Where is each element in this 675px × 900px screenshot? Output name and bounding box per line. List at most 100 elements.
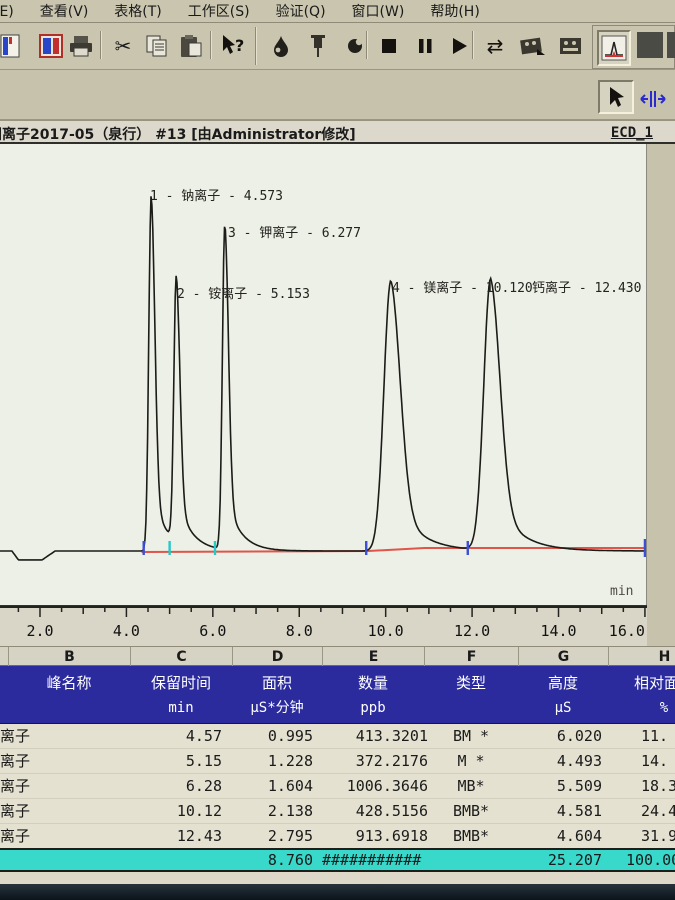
cell-area[interactable]: 1.228 bbox=[267, 752, 313, 770]
chart-tools-toolbar bbox=[0, 70, 675, 120]
copy-icon[interactable] bbox=[142, 31, 172, 61]
peak-label-5: 钙离子 - 12.430 bbox=[532, 281, 642, 296]
toolbar-group-separator bbox=[255, 27, 257, 65]
new-document-icon[interactable] bbox=[0, 31, 24, 61]
x-tick-label: 4.0 bbox=[113, 622, 140, 640]
column-letter-C[interactable]: C bbox=[130, 647, 232, 667]
menu-workspace[interactable]: 工作区(S) bbox=[187, 4, 250, 20]
x-axis: 2.0 4.0 6.0 8.0 10.0 12.0 14.0 16.0 bbox=[0, 605, 647, 646]
cell-type[interactable]: BMB* bbox=[452, 802, 490, 820]
plot-right-margin bbox=[648, 144, 675, 646]
menu-table[interactable]: 表格(T) bbox=[114, 4, 162, 20]
pause-icon[interactable] bbox=[410, 31, 440, 61]
cell-type[interactable]: BM * bbox=[452, 727, 490, 745]
unit-percent: % bbox=[659, 700, 669, 716]
cell-retention-time[interactable]: 12.43 bbox=[176, 827, 222, 845]
screen-bottom-edge bbox=[0, 884, 675, 900]
total-height[interactable]: 25.207 bbox=[547, 851, 602, 869]
toolbar-separator bbox=[100, 31, 102, 59]
table-header: 峰名称 保留时间 面积 数量 类型 高度 相对面积 min µS*分钟 ppb … bbox=[0, 666, 675, 724]
cell-peak-name[interactable]: 镁离子 bbox=[0, 802, 31, 820]
peak-label-4: 4 - 镁离子 - 10.120 bbox=[392, 281, 533, 296]
cell-height[interactable]: 4.604 bbox=[556, 827, 602, 845]
cell-type[interactable]: MB* bbox=[457, 777, 485, 795]
cell-amount[interactable]: 372.2176 bbox=[355, 752, 428, 770]
cursor-tool-button[interactable] bbox=[598, 80, 634, 114]
play-icon[interactable] bbox=[444, 31, 474, 61]
menu-qualification[interactable]: 验证(Q) bbox=[275, 4, 326, 20]
cell-area[interactable]: 0.995 bbox=[267, 727, 313, 745]
open-report-icon[interactable] bbox=[36, 31, 66, 61]
sample-blob-icon[interactable] bbox=[340, 31, 370, 61]
peak-window-button[interactable] bbox=[597, 30, 631, 66]
column-letters-row: B C D E F G H bbox=[0, 646, 675, 667]
peak-label-2: 2 - 铵离子 - 5.153 bbox=[177, 287, 310, 302]
document-title: 阳离子2017-05（泉行） #13 [由Administrator修改] bbox=[0, 127, 356, 143]
cell-area[interactable]: 1.604 bbox=[267, 777, 313, 795]
cell-relative-area[interactable]: 31.9 bbox=[641, 827, 675, 845]
cell-height[interactable]: 6.020 bbox=[556, 727, 602, 745]
cell-retention-time[interactable]: 10.12 bbox=[176, 802, 222, 820]
cell-peak-name[interactable]: 钙离子 bbox=[0, 827, 31, 845]
total-area[interactable]: 8.760 bbox=[267, 851, 313, 869]
cell-height[interactable]: 4.493 bbox=[556, 752, 602, 770]
x-tick-label: 14.0 bbox=[540, 622, 576, 640]
menu-edit[interactable]: 编辑(E) bbox=[0, 4, 14, 20]
menu-view[interactable]: 查看(V) bbox=[39, 4, 89, 20]
cell-area[interactable]: 2.138 bbox=[267, 802, 313, 820]
main-toolbar: ✂ ? ⇄ bbox=[0, 23, 675, 70]
stop-icon[interactable] bbox=[374, 31, 404, 61]
print-icon[interactable] bbox=[66, 31, 96, 61]
cell-peak-name[interactable]: 铵离子 bbox=[0, 752, 31, 770]
help-pointer-icon[interactable]: ? bbox=[218, 31, 248, 61]
header-peak-name: 峰名称 bbox=[46, 674, 92, 692]
cell-area[interactable]: 2.795 bbox=[267, 827, 313, 845]
cell-amount[interactable]: 1006.3646 bbox=[346, 777, 428, 795]
column-letter-E[interactable]: E bbox=[322, 647, 424, 667]
paste-icon[interactable] bbox=[176, 31, 206, 61]
cell-retention-time[interactable]: 5.15 bbox=[185, 752, 222, 770]
menu-window[interactable]: 窗口(W) bbox=[351, 4, 405, 20]
clipped-tool-icon[interactable] bbox=[664, 84, 675, 114]
header-retention-time: 保留时间 bbox=[150, 674, 211, 692]
total-relative-area[interactable]: 100.00 bbox=[626, 851, 675, 869]
swap-arrows-icon[interactable]: ⇄ bbox=[486, 34, 504, 58]
cell-type[interactable]: BMB* bbox=[452, 827, 490, 845]
cell-amount[interactable]: 428.5156 bbox=[355, 802, 428, 820]
chromatogram-plot[interactable]: 1 - 钠离子 - 4.573 2 - 铵离子 - 5.153 3 - 钾离子 … bbox=[0, 144, 647, 605]
column-letter-F[interactable]: F bbox=[424, 647, 518, 667]
column-letter-D[interactable]: D bbox=[232, 647, 322, 667]
x-tick-label: 8.0 bbox=[286, 622, 313, 640]
cell-relative-area[interactable]: 14. bbox=[641, 752, 669, 770]
column-letter-G[interactable]: G bbox=[518, 647, 608, 667]
cell-amount[interactable]: 413.3201 bbox=[355, 727, 428, 745]
x-tick-label: 10.0 bbox=[368, 622, 404, 640]
cell-height[interactable]: 4.581 bbox=[556, 802, 602, 820]
cell-height[interactable]: 5.509 bbox=[556, 777, 602, 795]
column-letter-H[interactable]: H bbox=[608, 647, 675, 667]
batch-film-icon[interactable] bbox=[518, 31, 548, 61]
ink-drop-icon[interactable] bbox=[266, 31, 296, 61]
table-row: 钠离子 4.57 0.995 413.3201 BM * 6.020 11. bbox=[0, 724, 675, 749]
blank-view-button-1[interactable] bbox=[637, 32, 663, 58]
cell-type[interactable]: M * bbox=[457, 752, 485, 770]
sequence-film-icon[interactable] bbox=[556, 31, 586, 61]
table-row: 钙离子 12.43 2.795 913.6918 BMB* 4.604 31.9 bbox=[0, 824, 675, 849]
total-amount-overflow[interactable]: ########### bbox=[322, 851, 422, 869]
menu-help[interactable]: 帮助(H) bbox=[430, 4, 480, 20]
blank-view-button-2[interactable] bbox=[667, 32, 675, 58]
cell-peak-name[interactable]: 钠离子 bbox=[0, 727, 31, 745]
table-row: 镁离子 10.12 2.138 428.5156 BMB* 4.581 24.4 bbox=[0, 799, 675, 824]
svg-text:?: ? bbox=[235, 36, 244, 55]
cell-peak-name[interactable]: 钾离子 bbox=[0, 777, 31, 795]
cell-amount[interactable]: 913.6918 bbox=[355, 827, 428, 845]
cell-retention-time[interactable]: 6.28 bbox=[185, 777, 222, 795]
cell-relative-area[interactable]: 18.3 bbox=[641, 777, 675, 795]
cut-icon[interactable]: ✂ bbox=[114, 34, 132, 58]
syringe-icon[interactable] bbox=[303, 31, 333, 61]
column-letter-B[interactable]: B bbox=[8, 647, 130, 667]
cell-retention-time[interactable]: 4.57 bbox=[185, 727, 222, 745]
cell-relative-area[interactable]: 24.4 bbox=[641, 802, 675, 820]
peak-width-icon[interactable] bbox=[638, 84, 668, 114]
cell-relative-area[interactable]: 11. bbox=[641, 727, 669, 745]
